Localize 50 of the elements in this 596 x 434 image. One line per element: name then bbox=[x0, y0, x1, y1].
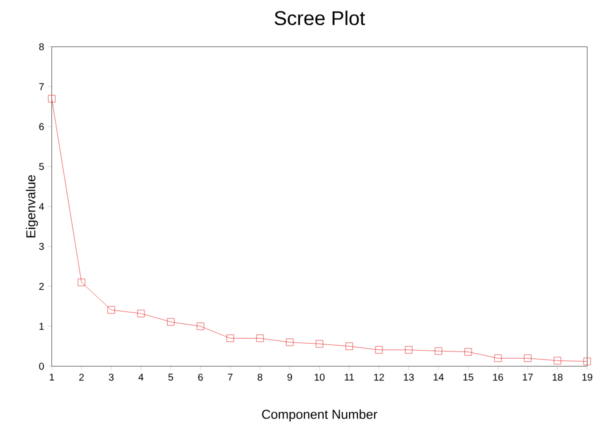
x-axis-title: Component Number bbox=[262, 409, 378, 422]
point bbox=[48, 95, 56, 102]
chart-title: Scree Plot bbox=[274, 10, 366, 26]
point bbox=[346, 342, 353, 350]
point bbox=[464, 348, 472, 356]
x-tick-label: 10 bbox=[314, 374, 325, 381]
x-tick-label: 7 bbox=[228, 374, 232, 381]
y-tick-label: 6 bbox=[39, 123, 44, 130]
y-axis-title: Eigenvalue bbox=[26, 175, 38, 238]
x-tick-label: 17 bbox=[522, 374, 533, 381]
point bbox=[167, 318, 174, 326]
x-tick-label: 19 bbox=[582, 374, 592, 381]
y-tick-label: 8 bbox=[39, 43, 44, 50]
point bbox=[137, 310, 145, 318]
x-tick-label: 9 bbox=[287, 374, 292, 381]
point bbox=[286, 338, 294, 346]
y-tick-label: 2 bbox=[39, 282, 44, 290]
x-tick-label: 5 bbox=[168, 374, 174, 381]
point bbox=[554, 357, 562, 364]
y-tick-label: 4 bbox=[38, 203, 44, 210]
point bbox=[196, 322, 204, 330]
y-tick-label: 0 bbox=[39, 362, 44, 370]
point bbox=[494, 354, 502, 362]
y-tick-label: 1 bbox=[40, 322, 44, 330]
point bbox=[316, 340, 324, 348]
x-tick-label: 11 bbox=[344, 374, 354, 381]
point bbox=[226, 334, 234, 342]
x-tick-label: 13 bbox=[404, 374, 414, 381]
x-tick-label: 12 bbox=[374, 374, 384, 381]
x-tick-label: 3 bbox=[108, 374, 114, 381]
y-tick-label: 3 bbox=[39, 242, 44, 250]
x-tick-label: 4 bbox=[138, 374, 144, 381]
x-tick-label: 15 bbox=[463, 374, 474, 381]
point bbox=[108, 306, 115, 314]
x-tick-label: 8 bbox=[258, 374, 262, 381]
point bbox=[584, 358, 591, 366]
x-tick-label: 14 bbox=[434, 374, 444, 381]
y-tick-label: 7 bbox=[39, 83, 44, 90]
y-tick-label: 5 bbox=[39, 163, 44, 170]
point bbox=[524, 354, 532, 362]
x-tick-label: 2 bbox=[79, 374, 84, 381]
point bbox=[78, 278, 86, 286]
point bbox=[375, 346, 383, 354]
x-tick-label: 6 bbox=[198, 374, 203, 381]
point bbox=[256, 334, 264, 342]
x-tick-label: 18 bbox=[552, 374, 563, 381]
x-tick-label: 16 bbox=[493, 374, 504, 381]
point bbox=[405, 346, 412, 354]
point bbox=[434, 347, 442, 355]
x-tick-label: 1 bbox=[50, 374, 54, 381]
